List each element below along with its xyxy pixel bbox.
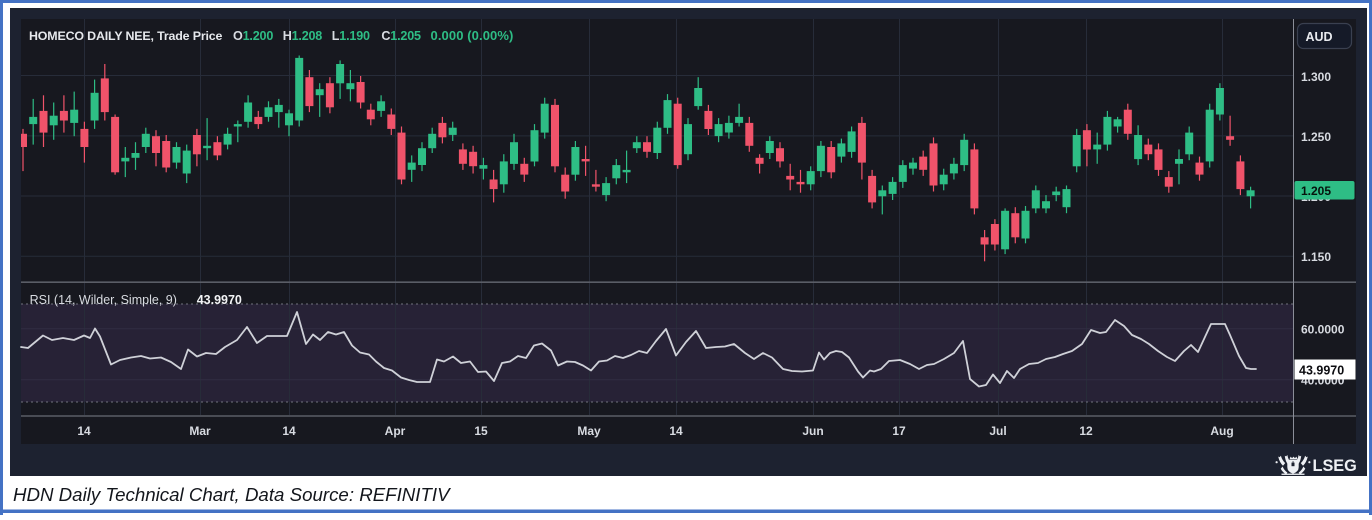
svg-text:15: 15 xyxy=(474,424,488,438)
svg-text:L1.190: L1.190 xyxy=(332,29,370,43)
svg-text:12: 12 xyxy=(1079,424,1093,438)
svg-text:14: 14 xyxy=(282,424,296,438)
svg-text:AUD: AUD xyxy=(1306,30,1333,44)
svg-text:May: May xyxy=(577,424,601,438)
svg-text:RSI (14, Wilder, Simple, 9): RSI (14, Wilder, Simple, 9) xyxy=(30,293,177,307)
svg-text:14: 14 xyxy=(77,424,91,438)
svg-text:14: 14 xyxy=(669,424,683,438)
svg-text:LSEG: LSEG xyxy=(1313,457,1357,475)
svg-text:Mar: Mar xyxy=(189,424,211,438)
svg-text:43.9970: 43.9970 xyxy=(197,293,242,307)
svg-text:1.205: 1.205 xyxy=(1301,184,1331,198)
svg-text:17: 17 xyxy=(892,424,906,438)
svg-text:Jul: Jul xyxy=(989,424,1006,438)
svg-text:1.300: 1.300 xyxy=(1301,70,1331,84)
svg-text:H1.208: H1.208 xyxy=(283,29,323,43)
svg-text:Aug: Aug xyxy=(1210,424,1233,438)
svg-text:HOMECO DAILY NEE, Trade Price: HOMECO DAILY NEE, Trade Price xyxy=(29,29,223,43)
svg-text:1.150: 1.150 xyxy=(1301,250,1331,264)
svg-text:60.0000: 60.0000 xyxy=(1301,323,1345,337)
svg-text:HDN Daily Technical Chart, Dat: HDN Daily Technical Chart, Data Source: … xyxy=(13,484,451,505)
svg-text:43.9970: 43.9970 xyxy=(1299,364,1344,378)
svg-text:1.250: 1.250 xyxy=(1301,130,1331,144)
svg-text:0.000 (0.00%): 0.000 (0.00%) xyxy=(431,28,514,43)
svg-text:Jun: Jun xyxy=(802,424,823,438)
svg-text:Apr: Apr xyxy=(385,424,406,438)
svg-text:C1.205: C1.205 xyxy=(381,29,421,43)
svg-text:O1.200: O1.200 xyxy=(233,29,273,43)
